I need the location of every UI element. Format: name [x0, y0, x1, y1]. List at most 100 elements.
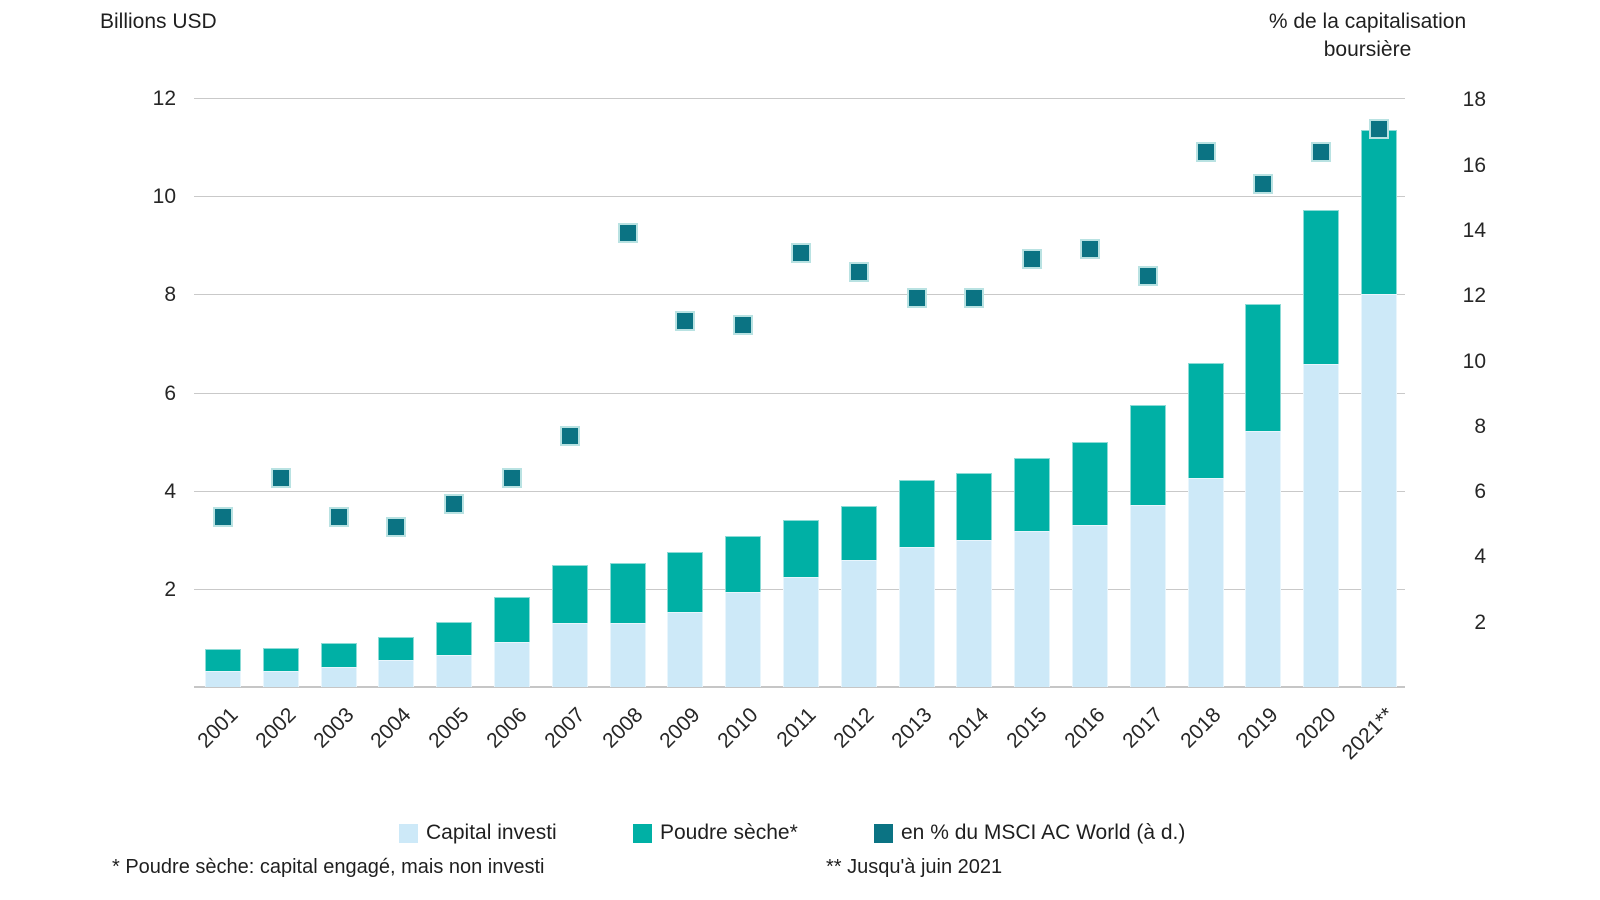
marker-pct-msci-2018 [1195, 141, 1216, 162]
bar-poudre-seche-2020 [1303, 210, 1340, 364]
marker-pct-msci-2011 [791, 242, 811, 263]
legend-item-capital-investi: Capital investi [399, 820, 557, 846]
bar-capital-investi-2006 [494, 642, 530, 687]
bar-poudre-seche-2016 [1072, 441, 1108, 525]
gridline-4 [194, 490, 1405, 492]
left-axis-tick-2: 2 [164, 577, 176, 601]
left-axis-tick-12: 12 [152, 87, 176, 111]
bar-poudre-seche-2013 [898, 479, 935, 548]
right-axis-tick-10: 10 [1462, 349, 1486, 373]
right-axis-title: % de la capitalisation boursière [1250, 8, 1485, 64]
bar-capital-investi-2008 [609, 623, 646, 687]
bar-poudre-seche-2018 [1187, 362, 1224, 479]
marker-pct-msci-2020 [1311, 141, 1332, 162]
marker-pct-msci-2013 [906, 288, 927, 309]
marker-pct-msci-2002 [270, 468, 291, 489]
legend-label-poudre-seche: Poudre sèche* [660, 821, 798, 844]
marker-pct-msci-2001 [213, 507, 233, 528]
bar-poudre-seche-2004 [378, 637, 415, 661]
gridline-12 [194, 98, 1405, 100]
bar-poudre-seche-2011 [783, 520, 819, 577]
right-axis-tick-4: 4 [1474, 545, 1486, 569]
bar-poudre-seche-2008 [609, 562, 646, 624]
marker-pct-msci-2007 [559, 425, 580, 446]
marker-pct-msci-2012 [848, 262, 869, 283]
marker-pct-msci-2019 [1253, 174, 1274, 195]
bar-poudre-seche-2005 [436, 621, 473, 656]
marker-pct-msci-2016 [1080, 239, 1100, 260]
bar-capital-investi-2002 [262, 670, 299, 687]
bar-poudre-seche-2015 [1014, 458, 1051, 532]
bar-poudre-seche-2003 [320, 642, 357, 667]
legend-item-poudre-seche: Poudre sèche* [633, 820, 798, 846]
bar-poudre-seche-2002 [262, 648, 299, 671]
bar-poudre-seche-2021** [1361, 129, 1397, 294]
footnote-juin-2021: ** Jusqu'à juin 2021 [826, 856, 1003, 878]
legend-swatch-capital-investi-icon [399, 823, 418, 843]
bar-poudre-seche-2001 [205, 649, 241, 671]
left-axis-tick-8: 8 [164, 283, 176, 307]
gridline-10 [194, 196, 1405, 198]
bar-poudre-seche-2017 [1129, 404, 1166, 505]
legend-swatch-pct-msci-icon [874, 823, 893, 843]
marker-pct-msci-2010 [733, 314, 754, 335]
left-axis-tick-10: 10 [152, 185, 176, 209]
right-axis-title-line1: % de la capitalisation [1268, 10, 1467, 33]
bar-capital-investi-2004 [378, 660, 415, 687]
bar-capital-investi-2013 [898, 547, 935, 687]
marker-pct-msci-2015 [1022, 249, 1043, 270]
marker-pct-msci-2005 [444, 494, 465, 515]
marker-pct-msci-2004 [386, 517, 407, 537]
left-axis-tick-6: 6 [164, 381, 176, 405]
marker-pct-msci-2009 [675, 311, 696, 332]
right-axis-tick-8: 8 [1474, 414, 1486, 438]
bar-capital-investi-2017 [1129, 504, 1166, 687]
marker-pct-msci-2006 [502, 468, 522, 489]
right-axis-tick-18: 18 [1462, 88, 1486, 112]
bar-capital-investi-2011 [783, 576, 819, 687]
bar-poudre-seche-2007 [551, 564, 588, 623]
x-axis-baseline [194, 686, 1405, 688]
bar-poudre-seche-2006 [494, 596, 530, 643]
marker-pct-msci-2008 [617, 223, 638, 244]
legend-label-capital-investi: Capital investi [426, 821, 557, 844]
bar-capital-investi-2003 [320, 666, 357, 687]
marker-pct-msci-2003 [328, 507, 349, 528]
bar-capital-investi-2019 [1245, 430, 1282, 687]
bar-poudre-seche-2012 [840, 505, 877, 560]
bar-poudre-seche-2009 [667, 551, 704, 613]
bar-capital-investi-2012 [840, 559, 877, 687]
right-axis-tick-14: 14 [1462, 218, 1486, 242]
marker-pct-msci-2021** [1369, 118, 1389, 139]
right-axis-title-line2: boursière [1323, 38, 1412, 61]
gridline-8 [194, 294, 1405, 296]
bar-capital-investi-2001 [205, 670, 241, 687]
right-axis-tick-2: 2 [1474, 610, 1486, 634]
bar-capital-investi-2014 [956, 539, 993, 687]
bar-capital-investi-2015 [1014, 531, 1051, 687]
bar-capital-investi-2020 [1303, 363, 1340, 687]
left-axis-tick-4: 4 [164, 479, 176, 503]
gridline-6 [194, 392, 1405, 394]
legend-item-pct-msci: en % du MSCI AC World (à d.) [874, 820, 1185, 846]
left-axis-title: Billions USD [100, 10, 217, 33]
bar-capital-investi-2005 [436, 655, 473, 687]
bar-poudre-seche-2014 [956, 472, 993, 540]
bar-capital-investi-2009 [667, 612, 704, 687]
bar-poudre-seche-2010 [725, 535, 762, 593]
legend-label-pct-msci: en % du MSCI AC World (à d.) [901, 821, 1186, 844]
marker-pct-msci-2014 [964, 288, 985, 309]
bar-capital-investi-2018 [1187, 478, 1224, 687]
bar-capital-investi-2016 [1072, 524, 1108, 687]
bar-capital-investi-2021** [1361, 293, 1397, 687]
right-axis-tick-12: 12 [1462, 284, 1486, 308]
marker-pct-msci-2017 [1137, 265, 1158, 286]
legend-swatch-poudre-seche-icon [633, 823, 652, 843]
footnote-poudre-seche: * Poudre sèche: capital engagé, mais non… [112, 856, 545, 878]
bar-capital-investi-2010 [725, 592, 762, 687]
right-axis-tick-16: 16 [1462, 153, 1486, 177]
right-axis-tick-6: 6 [1474, 480, 1486, 504]
bar-capital-investi-2007 [551, 622, 588, 687]
bar-poudre-seche-2019 [1245, 304, 1282, 431]
